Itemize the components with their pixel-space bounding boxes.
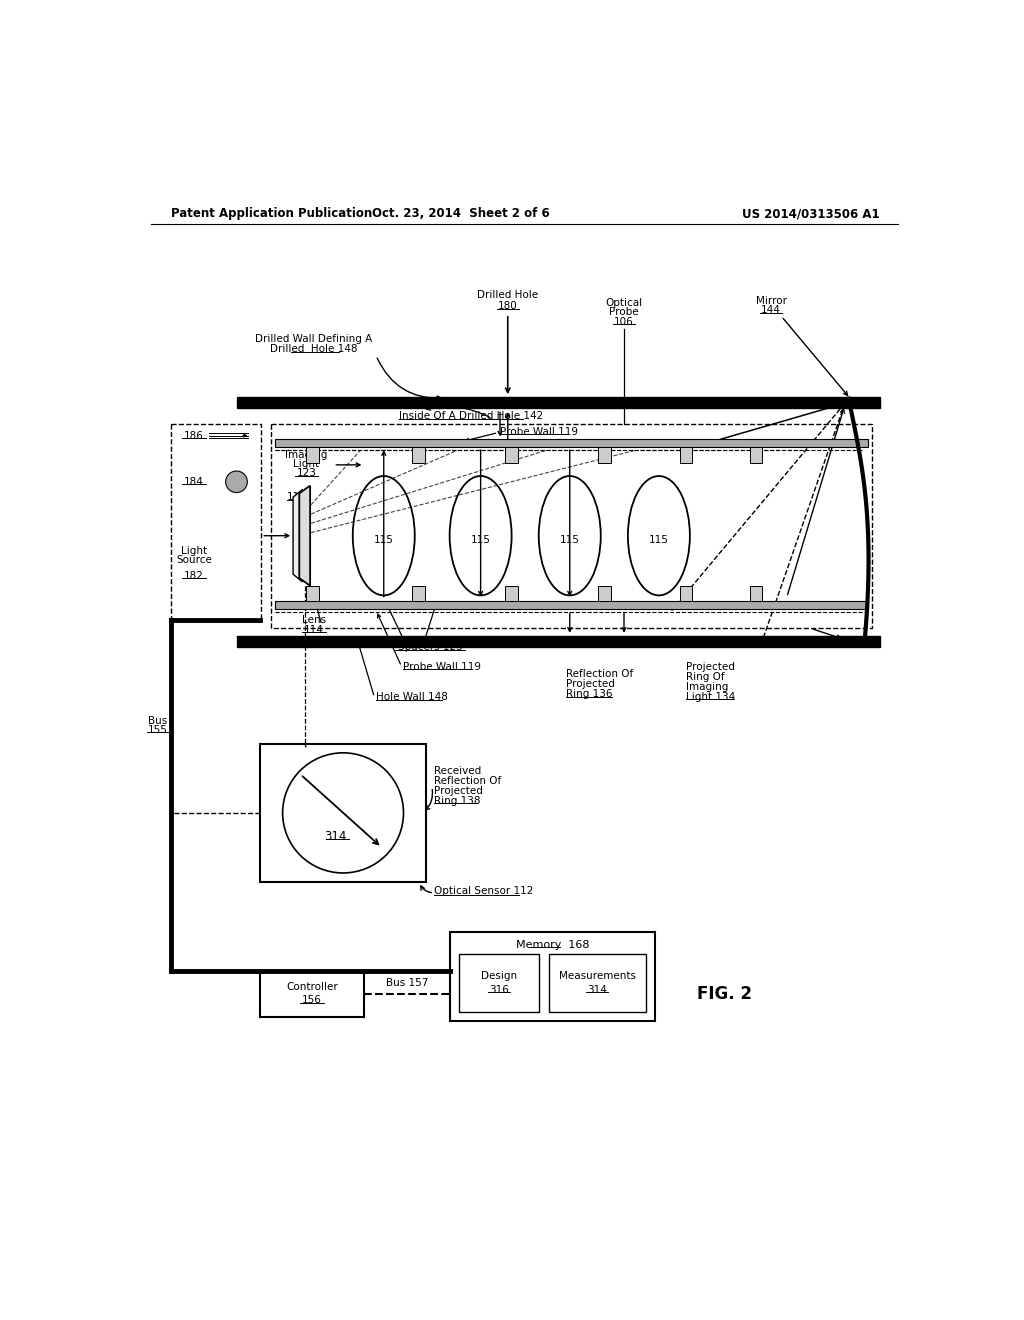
Text: Spacers 125: Spacers 125 [398,643,463,652]
Bar [237,397,880,408]
Bar [598,447,611,462]
Text: Imaging: Imaging [686,681,728,692]
Text: Oct. 23, 2014  Sheet 2 of 6: Oct. 23, 2014 Sheet 2 of 6 [373,207,550,220]
Text: 112: 112 [287,492,307,502]
Bar [598,586,611,601]
Bar [275,601,868,609]
Text: Optical Sensor 112: Optical Sensor 112 [434,886,534,896]
Text: Imaging: Imaging [285,450,328,459]
Text: 316: 316 [488,985,509,994]
Text: Probe: Probe [609,308,639,317]
Text: Optical: Optical [605,298,643,308]
Bar [237,636,880,647]
Ellipse shape [225,471,248,492]
Text: 115: 115 [560,535,580,545]
Text: Design: Design [481,970,517,981]
Bar [260,743,426,882]
Bar [680,586,692,601]
Text: Light: Light [293,459,319,469]
Bar [413,447,425,462]
Bar [506,447,518,462]
Text: 182: 182 [184,570,204,581]
Text: 314: 314 [325,829,346,842]
Text: 106: 106 [614,317,634,326]
Bar [306,586,318,601]
Bar [459,954,539,1011]
Text: 314: 314 [588,985,607,994]
Text: Patent Application Publication: Patent Application Publication [171,207,372,220]
Text: 180: 180 [498,301,517,312]
Text: Projected: Projected [434,785,483,796]
Text: Drilled  Hole 148: Drilled Hole 148 [270,345,357,354]
Text: Reflection Of: Reflection Of [434,776,502,785]
Text: Inside Of A Drilled Hole 142: Inside Of A Drilled Hole 142 [399,412,544,421]
Text: 186: 186 [184,430,204,441]
Text: 115: 115 [471,535,490,545]
Text: Ring Of: Ring Of [686,672,725,681]
Text: Memory  168: Memory 168 [515,940,589,949]
Text: Ring 136: Ring 136 [566,689,612,700]
Text: Light: Light [181,546,207,556]
FancyArrowPatch shape [377,358,441,400]
Text: Drilled Hole: Drilled Hole [477,290,539,301]
Text: Mirror: Mirror [756,296,786,306]
Bar [750,447,762,462]
Polygon shape [299,486,310,586]
Text: 115: 115 [374,535,393,545]
FancyArrowPatch shape [427,407,489,417]
Text: Hole Wall 148: Hole Wall 148 [376,693,447,702]
Text: US 2014/0313506 A1: US 2014/0313506 A1 [742,207,880,220]
Bar [275,440,868,447]
Text: Lens: Lens [302,615,326,626]
Text: Bus 157: Bus 157 [386,978,428,989]
Text: Measurements: Measurements [559,970,636,981]
FancyArrowPatch shape [426,789,432,810]
Text: Projected: Projected [566,680,614,689]
Bar [750,586,762,601]
Polygon shape [293,490,302,582]
Bar [171,424,261,620]
Bar [260,970,365,1016]
Text: 184: 184 [184,477,204,487]
Bar [306,447,318,462]
Text: 115: 115 [649,535,669,545]
Text: Probe Wall 119: Probe Wall 119 [403,661,481,672]
Text: Reflection Of: Reflection Of [566,669,633,680]
Text: 144: 144 [761,305,781,315]
Text: Bus: Bus [147,715,167,726]
Bar [450,932,655,1020]
Text: 156: 156 [302,995,322,1005]
Text: Light 134: Light 134 [686,692,735,702]
Text: FIG. 2: FIG. 2 [697,985,753,1003]
Bar [506,586,518,601]
Text: Drilled Wall Defining A: Drilled Wall Defining A [255,334,373,345]
Bar [413,586,425,601]
Text: Projected: Projected [686,661,735,672]
Bar [680,447,692,462]
Bar [271,424,872,628]
Text: Source: Source [176,556,212,565]
Text: Probe Wall 119: Probe Wall 119 [500,426,578,437]
Text: Controller: Controller [286,982,338,991]
Text: 155: 155 [147,725,167,735]
Text: Ring 138: Ring 138 [434,796,480,805]
Bar [549,954,646,1011]
FancyArrowPatch shape [421,886,431,892]
Text: 123: 123 [296,469,316,478]
Text: 114: 114 [304,624,324,635]
Text: Received: Received [434,766,481,776]
